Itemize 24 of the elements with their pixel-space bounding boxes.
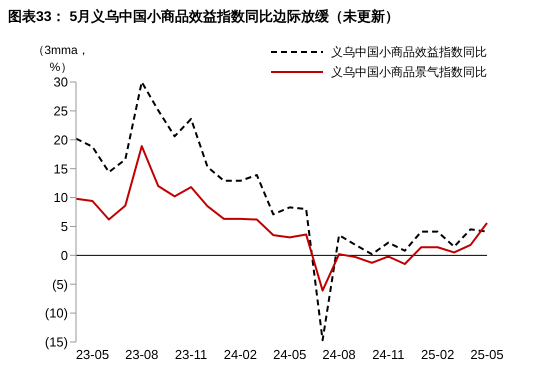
line-series	[75, 145, 488, 292]
y-tick-label: 25	[54, 104, 68, 119]
y-tick-label: 15	[54, 161, 68, 176]
legend-label: 义乌中国小商品效益指数同比	[331, 44, 487, 61]
y-tick-label: 20	[54, 132, 68, 148]
y-tick-label: (10)	[44, 306, 68, 321]
x-tick-label: 25-02	[421, 347, 454, 362]
x-tick-label: 25-05	[470, 347, 504, 362]
legend-label: 义乌中国小商品景气指数同比	[331, 64, 487, 81]
x-tick-label: 23-08	[125, 347, 158, 362]
x-tick-label: 24-05	[273, 347, 306, 362]
chart-title: 图表33： 5月义乌中国小商品效益指数同比边际放缓（未更新）	[8, 8, 400, 26]
y-tick-label: (5)	[52, 276, 68, 292]
y-tick-label: (15)	[44, 334, 68, 350]
y-tick-label: 5	[60, 219, 68, 234]
x-tick-label: 24-08	[322, 347, 356, 362]
x-tick-label: 24-11	[372, 347, 405, 362]
y-tick-label: 30	[54, 74, 68, 90]
x-tick-label: 23-05	[76, 347, 110, 362]
y-axis-title: （3mma，%）	[31, 42, 91, 76]
x-tick-label: 23-11	[174, 347, 208, 362]
x-tick-label: 24-02	[224, 347, 258, 362]
y-tick-label: 10	[54, 190, 68, 206]
y-tick-label: 0	[60, 248, 68, 263]
